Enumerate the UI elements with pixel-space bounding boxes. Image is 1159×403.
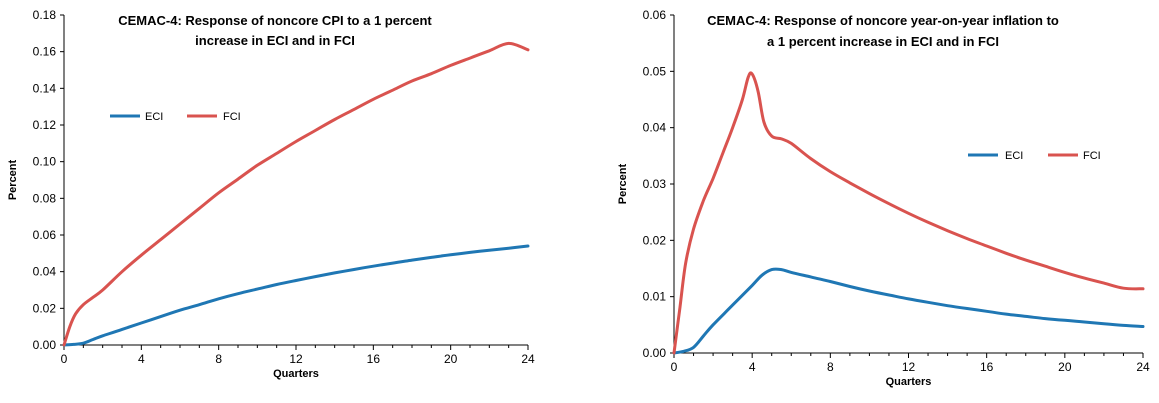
- y-tick-label: 0.05: [643, 64, 667, 78]
- x-tick-label: 24: [521, 352, 535, 366]
- y-axis-label: Percent: [617, 163, 629, 204]
- x-tick-label: 4: [138, 352, 145, 366]
- chart-title-line: a 1 percent increase in ECI and in FCI: [767, 34, 999, 49]
- x-tick-label: 0: [671, 360, 678, 374]
- y-tick-label: 0.08: [33, 191, 57, 205]
- chart-noncore-yoy-inflation: 0.00 0.01 0.02 0.03 0.04 0.05 0.06 0 4 8 12 16 20 24 Q…: [617, 8, 1150, 388]
- y-tick-label: 0.06: [33, 228, 57, 242]
- x-tick-label: 8: [827, 360, 834, 374]
- x-tick-label: 16: [367, 352, 381, 366]
- y-tick-label: 0.04: [33, 265, 57, 279]
- chart-title-line: increase in ECI and in FCI: [195, 33, 355, 48]
- x-tick-label: 12: [289, 352, 303, 366]
- legend-label-fci: FCI: [1083, 150, 1101, 162]
- x-axis-label: Quarters: [273, 368, 319, 380]
- chart-title-line: CEMAC-4: Response of noncore CPI to a 1 …: [118, 13, 432, 28]
- series-line-fci: [62, 41, 530, 347]
- series-line-eci: [62, 244, 530, 347]
- y-tick-label: 0.03: [643, 177, 667, 191]
- y-tick-label: 0.04: [643, 121, 667, 135]
- x-tick-label: 20: [444, 352, 458, 366]
- legend-label-fci: FCI: [223, 111, 241, 123]
- chart-title-line: CEMAC-4: Response of noncore year-on-yea…: [707, 13, 1059, 28]
- y-axis-label: Percent: [7, 159, 19, 200]
- x-tick-label: 12: [902, 360, 916, 374]
- x-axis-label: Quarters: [886, 376, 932, 388]
- y-tick-label: 0.02: [643, 233, 667, 247]
- series-line-eci: [672, 267, 1145, 355]
- y-tick-label: 0.00: [643, 346, 667, 360]
- x-tick-label: 24: [1136, 360, 1150, 374]
- x-tick-label: 8: [215, 352, 222, 366]
- y-tick-label: 0.12: [33, 118, 57, 132]
- y-tick-label: 0.01: [643, 290, 667, 304]
- y-tick-label: 0.16: [33, 45, 57, 59]
- y-tick-label: 0.06: [643, 8, 667, 22]
- legend-label-eci: ECI: [145, 111, 163, 123]
- y-tick-label: 0.10: [33, 155, 57, 169]
- y-tick-label: 0.18: [33, 8, 57, 22]
- chart-noncore-cpi: 0.00 0.02 0.04 0.06 0.08 0.10 0.12 0.14 0.16 0.18…: [7, 8, 535, 380]
- series-line-fci: [672, 71, 1145, 355]
- y-tick-label: 0.02: [33, 301, 57, 315]
- x-tick-label: 20: [1058, 360, 1072, 374]
- x-tick-label: 4: [749, 360, 756, 374]
- x-tick-label: 0: [61, 352, 68, 366]
- x-tick-label: 16: [980, 360, 994, 374]
- y-tick-label: 0.14: [33, 81, 57, 95]
- y-tick-label: 0.00: [33, 338, 57, 352]
- legend-label-eci: ECI: [1005, 150, 1023, 162]
